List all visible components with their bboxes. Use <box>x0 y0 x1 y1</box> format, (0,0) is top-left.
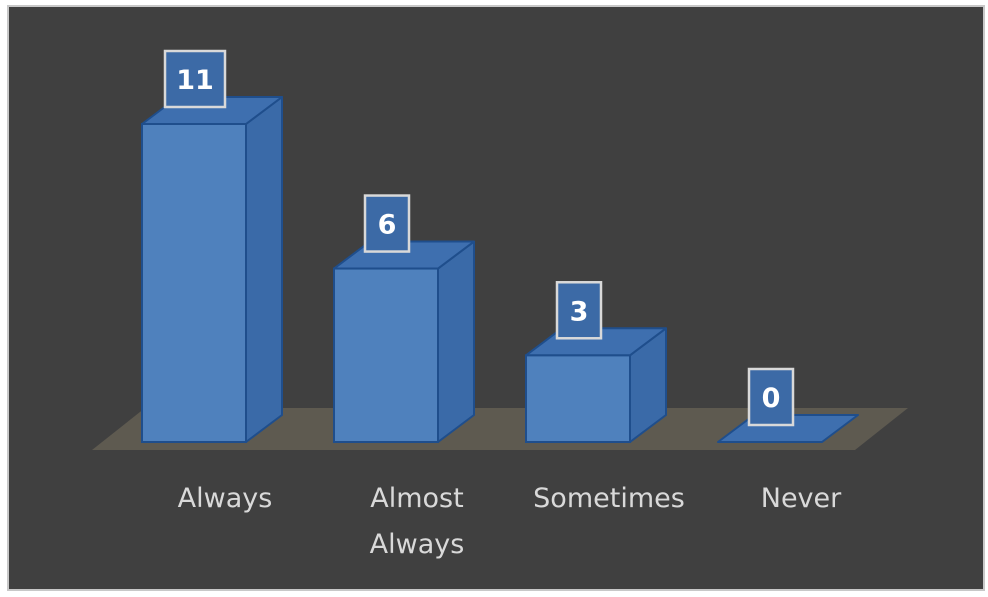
chart-floor <box>92 408 908 450</box>
category-label-almost-always: Almost Always <box>370 483 465 560</box>
bar-front <box>333 267 439 443</box>
category-label-line: Always <box>370 529 465 560</box>
data-labels-group: 11 6 3 0 <box>163 49 795 427</box>
data-label-always: 11 <box>163 49 227 109</box>
data-label-value: 0 <box>762 383 781 414</box>
bar-almost-always <box>333 240 475 443</box>
category-labels-group: Always Almost Always Sometimes Never <box>178 483 842 560</box>
category-label-line: Almost <box>370 483 463 514</box>
category-label-never: Never <box>761 483 842 514</box>
bar-sometimes <box>525 327 667 444</box>
data-label-box <box>163 49 227 109</box>
data-label-value: 11 <box>176 65 214 96</box>
data-label-box <box>555 281 603 340</box>
bar-side <box>245 96 283 443</box>
data-label-almost-always: 6 <box>363 194 411 253</box>
data-label-value: 6 <box>378 210 397 241</box>
category-label-line: Never <box>761 483 842 514</box>
data-label-box <box>363 194 411 253</box>
category-label-sometimes: Sometimes <box>533 483 685 514</box>
category-label-always: Always <box>178 483 273 514</box>
data-label-sometimes: 3 <box>555 281 603 340</box>
bar-side <box>437 240 475 443</box>
data-label-value: 3 <box>570 296 589 327</box>
category-label-line: Always <box>178 483 273 514</box>
data-label-box <box>747 367 795 427</box>
bar-front <box>525 354 631 444</box>
bar-always <box>141 96 283 443</box>
category-label-line: Sometimes <box>533 483 685 514</box>
data-label-never: 0 <box>747 367 795 427</box>
bar-front <box>141 123 247 443</box>
